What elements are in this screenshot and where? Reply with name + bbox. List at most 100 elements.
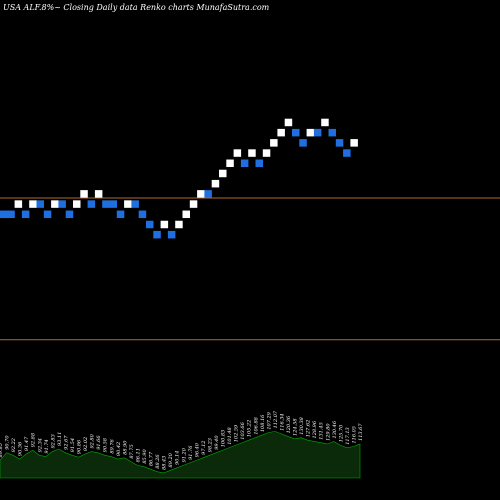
volume-value-label: 93.11 [57,432,63,446]
volume-value-label: 107.29 [266,411,272,429]
volume-value-label: 90.86 [77,439,83,454]
volume-value-label: 90.36 [18,441,24,456]
volume-value-label: 92.34 [37,438,43,452]
volume-value-label: 91.74 [44,439,50,453]
renko-brick [226,159,234,168]
volume-value-label: 91.76 [188,445,194,460]
volume-value-label: 87.75 [129,444,135,458]
renko-brick [160,220,169,229]
volume-value-label: 100.83 [221,430,227,448]
volume-value-label: 88.26 [155,454,161,469]
volume-value-label: 102.59 [234,424,240,442]
volume-value-label: 99.40 [214,435,220,450]
volume-value-label: 88.43 [162,456,168,470]
volume-value-label: 101.48 [227,427,233,445]
renko-brick [343,149,351,157]
renko-brick [7,210,15,219]
volume-area [0,431,361,479]
volume-value-label: 113.67 [358,423,364,441]
renko-brick [240,159,249,168]
renko-brick [306,128,315,137]
renko-brick [58,200,66,208]
renko-brick [262,149,271,157]
renko-brick [350,139,358,147]
volume-value-label: 88.90 [122,440,128,455]
volume-value-label: 127.62 [306,420,312,438]
renko-brick [321,118,329,127]
renko-brick [299,139,307,147]
renko-brick [197,190,205,198]
volume-value-label: 90.58 [103,438,109,452]
volume-value-label: 85.90 [142,449,148,464]
volume-value-label: 103.66 [240,421,246,439]
volume-value-label: 128.96 [312,420,318,438]
renko-brick [146,220,154,229]
renko-brick [335,139,344,147]
chart-title: USA ALF.8%~ Closing Daily data Renko cha… [3,3,270,12]
volume-value-label: 89.76 [109,438,115,453]
renko-brick [43,210,52,219]
renko-brick [109,200,117,208]
renko-brick [116,210,125,219]
volume-value-label: 131.45 [319,422,325,440]
renko-brick [167,230,176,239]
renko-brick [313,128,322,137]
renko-brick [124,200,132,208]
volume-value-label: 96.40 [194,442,200,457]
volume-value-label: 129.80 [325,423,331,441]
renko-brick [328,128,336,137]
renko-brick [80,190,88,198]
volume-value-label: 90.42 [116,442,122,456]
volume-value-label: 125.70 [338,424,344,442]
volume-value-label: 117.13 [345,427,351,445]
renko-brick [248,149,256,157]
volume-value-label: 90.70 [5,435,11,450]
renko-brick [94,190,103,198]
renko-brick [36,200,44,208]
renko-brick [65,210,74,219]
renko-brick [277,128,285,137]
renko-brick [255,159,263,168]
renko-brick [219,169,227,178]
volume-value-label: 120.36 [286,415,292,433]
renko-brick [284,118,293,127]
volume-value-label: 91.66 [96,435,102,450]
renko-brick [73,200,81,208]
volume-value-label: 92.83 [50,434,56,448]
volume-value-label: 90.14 [175,451,181,465]
volume-value-label: 92.80 [90,433,96,448]
volume-value-label: 86.77 [149,451,155,466]
renko-brick [292,128,300,137]
renko-bricks [0,118,358,239]
renko-brick [189,200,198,208]
renko-brick [233,149,242,157]
renko-brick [87,200,96,208]
renko-brick [0,210,8,219]
volume-value-label: 116.34 [279,413,285,431]
renko-brick [131,200,139,208]
volume-value-label: 116.05 [351,426,357,444]
volume-value-label: 106.88 [253,417,259,435]
volume-panel [0,431,361,479]
volume-value-label: 98.23 [207,438,213,452]
renko-brick [102,200,110,208]
renko-brick [51,200,59,208]
volume-value-label: 92.02 [83,437,89,451]
volume-value-label: 91.54 [70,438,76,452]
renko-brick [270,139,278,147]
reference-levels [0,197,500,341]
volume-value-label: 108.16 [260,414,266,432]
renko-brick [153,230,161,239]
volume-value-label: 130.46 [332,420,338,438]
renko-brick [211,179,220,188]
volume-value-label: 89.85 [0,443,4,457]
volume-value-label: 92.67 [63,435,69,450]
renko-brick [182,210,190,219]
volume-value-label: 105.22 [247,420,253,438]
volume-value-label: 124.58 [293,418,299,436]
renko-brick [21,210,30,219]
renko-brick [14,200,23,208]
